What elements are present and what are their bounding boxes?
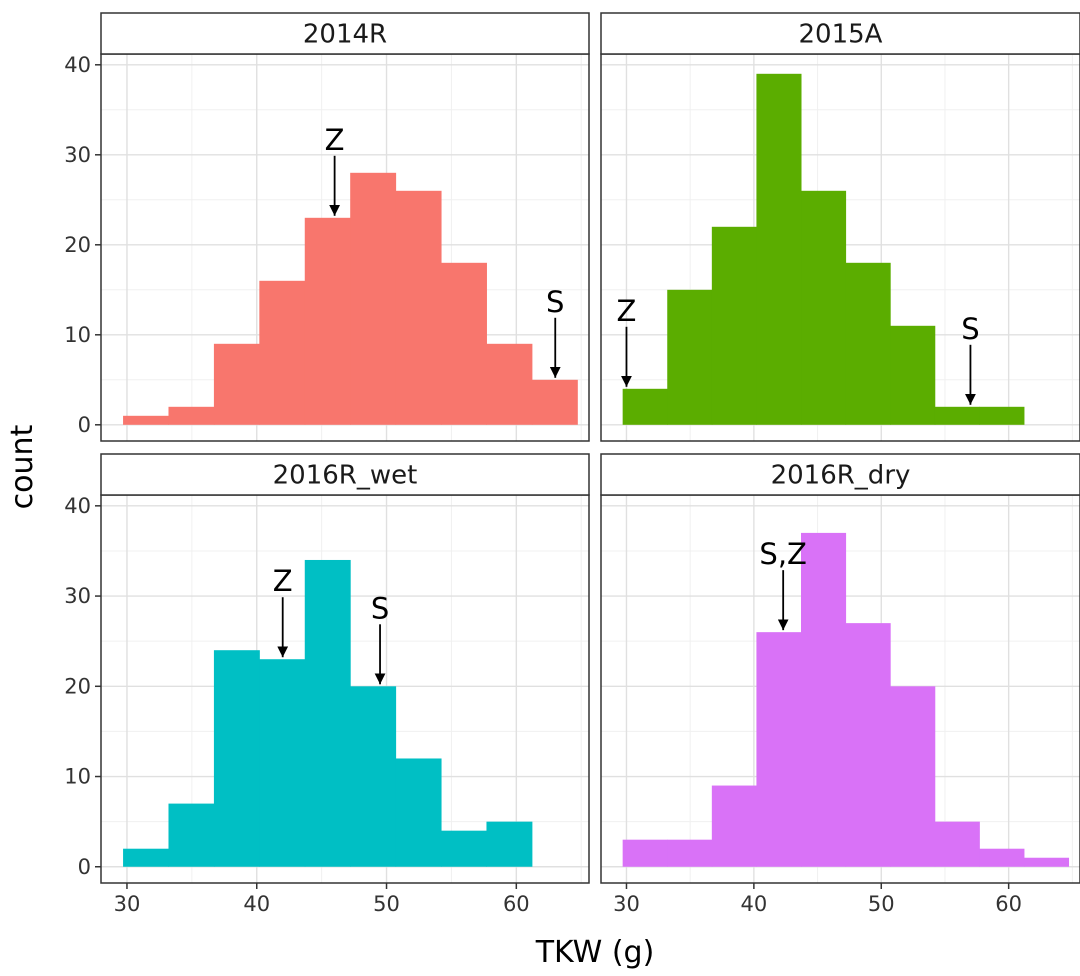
histogram-bar [350,172,397,425]
histogram-bar [123,848,169,867]
histogram-bar [979,848,1025,867]
histogram-bar [845,623,891,867]
annotation-label: Z [617,294,637,328]
histogram-bar [890,686,936,867]
histogram-bar [756,632,802,867]
histogram-bar [168,406,215,425]
histogram-bar [259,280,306,425]
histogram-bar [934,821,980,867]
strip-box [100,12,590,55]
annotation-label: S [371,591,389,625]
y-tick-label: 20 [64,233,91,257]
panel-plot-area [601,495,1080,883]
histogram-bar [711,785,757,867]
histogram-bar [711,226,757,425]
panel-2016r-dry: S,Z 2016R_dry [600,453,1080,884]
histogram-bar [531,379,578,425]
x-tick-label: 40 [243,892,270,916]
x-tick-label: 50 [373,892,400,916]
panel-2016r-wet: Z S 2016R_wet [100,453,590,884]
strip-box [100,453,590,496]
panels-group: Z S 2014R Z S 2015A Z S 2016R_wet S,Z 2016R_dry [100,12,1080,884]
strip-label: 2015A [799,20,883,50]
histogram-bar [213,650,260,867]
y-tick-label: 30 [64,584,91,608]
x-axis-title: TKW (g) [535,935,655,970]
histogram-bar [667,289,713,425]
histogram-bar [1023,857,1070,867]
x-tick-label: 60 [503,892,530,916]
y-tick-label: 0 [78,855,91,879]
y-tick-label: 0 [78,413,91,437]
histogram-bar [801,532,847,867]
x-tick-label: 50 [868,892,895,916]
histogram-bar [441,262,487,425]
histogram-bar [304,559,351,867]
annotation-label: S,Z [759,537,807,571]
histogram-bar [622,388,668,425]
histogram-bar [395,190,442,425]
histogram-bar [441,830,487,867]
x-tick-label: 60 [995,892,1022,916]
histogram-bar [979,406,1025,425]
x-tick-label: 30 [613,892,640,916]
strip-box [600,12,1080,55]
histogram-bar [801,190,847,425]
strip-box [600,453,1080,496]
y-axis-title: count [5,424,40,509]
annotation-label: Z [273,564,293,598]
annotation-label: S [961,312,979,346]
histogram-bar [486,821,533,867]
annotation-label: S [546,285,564,319]
strip-label: 2014R [303,20,387,50]
histogram-bar [123,415,169,425]
panel-plot-area [601,54,1080,441]
y-tick-label: 10 [64,323,91,347]
x-tick-labels: 30 40 50 60 30 40 50 60 [114,883,1022,916]
strip-label: 2016R_wet [273,461,418,491]
histogram-bar [845,262,891,425]
y-tick-label: 30 [64,143,91,167]
x-tick-label: 30 [114,892,141,916]
y-tick-label: 40 [64,53,91,77]
histogram-bar [622,839,668,867]
panel-2015a: Z S 2015A [600,12,1080,442]
histogram-bar [350,686,397,867]
panel-2014r: Z S 2014R [100,12,590,442]
histogram-bar [168,803,215,867]
histogram-bar [756,73,802,425]
annotation-label: Z [325,123,345,157]
histogram-bar [890,325,936,425]
histogram-bar [213,343,260,425]
histogram-bar [934,406,980,425]
strip-label: 2016R_dry [771,461,911,491]
panel-plot-area [101,54,589,441]
histogram-bar [486,343,533,425]
y-tick-labels: 0 10 20 30 40 0 10 20 30 40 [64,53,101,879]
histogram-bar [304,217,351,425]
histogram-bar [667,839,713,867]
x-tick-label: 40 [741,892,768,916]
histogram-bar [395,758,442,867]
y-tick-label: 10 [64,765,91,789]
y-tick-label: 20 [64,674,91,698]
histogram-bar [259,659,306,867]
panel-plot-area [101,495,589,883]
y-tick-label: 40 [64,494,91,518]
